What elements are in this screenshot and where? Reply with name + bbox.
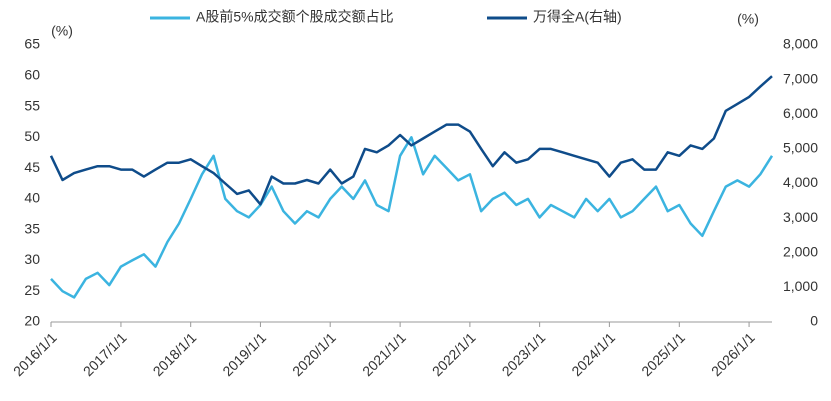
y2-tick-label: 5,000 <box>783 140 818 156</box>
x-tick-label: 2018/1/1 <box>150 329 200 379</box>
x-tick-label: 2016/1/1 <box>10 329 60 379</box>
y-tick-label: 35 <box>24 220 40 236</box>
y-tick-label: 25 <box>24 282 40 298</box>
series-line <box>49 75 773 206</box>
y-tick-label: 50 <box>24 128 40 144</box>
y2-tick-label: 3,000 <box>783 209 818 225</box>
y-tick-label: 65 <box>24 36 40 52</box>
y-axis-label: (%) <box>51 23 73 39</box>
y2-tick-label: 4,000 <box>783 174 818 190</box>
y-tick-label: 40 <box>24 190 40 206</box>
y2-tick-label: 1,000 <box>783 278 818 294</box>
y2-axis-label: (%) <box>737 11 759 27</box>
y2-tick-label: 0 <box>810 313 818 329</box>
y2-tick-label: 7,000 <box>783 70 818 86</box>
x-tick-label: 2025/1/1 <box>638 329 688 379</box>
y2-tick-label: 8,000 <box>783 36 818 52</box>
series-line <box>50 136 774 299</box>
legend-label: A股前5%成交额个股成交额占比 <box>196 9 394 25</box>
y-tick-label: 30 <box>24 251 40 267</box>
legend-label: 万得全A(右轴) <box>533 9 622 25</box>
x-tick-label: 2024/1/1 <box>568 329 618 379</box>
x-tick-label: 2022/1/1 <box>429 329 479 379</box>
y2-tick-label: 2,000 <box>783 243 818 259</box>
x-tick-label: 2019/1/1 <box>219 329 269 379</box>
x-tick-label: 2020/1/1 <box>289 329 339 379</box>
y2-tick-label: 6,000 <box>783 105 818 121</box>
x-tick-label: 2023/1/1 <box>499 329 549 379</box>
y-tick-label: 20 <box>24 313 40 329</box>
x-tick-label: 2021/1/1 <box>359 329 409 379</box>
y-tick-label: 60 <box>24 66 40 82</box>
x-tick-label: 2017/1/1 <box>80 329 130 379</box>
y-tick-label: 45 <box>24 159 40 175</box>
y-tick-label: 55 <box>24 97 40 113</box>
x-tick-label: 2026/1/1 <box>708 329 758 379</box>
